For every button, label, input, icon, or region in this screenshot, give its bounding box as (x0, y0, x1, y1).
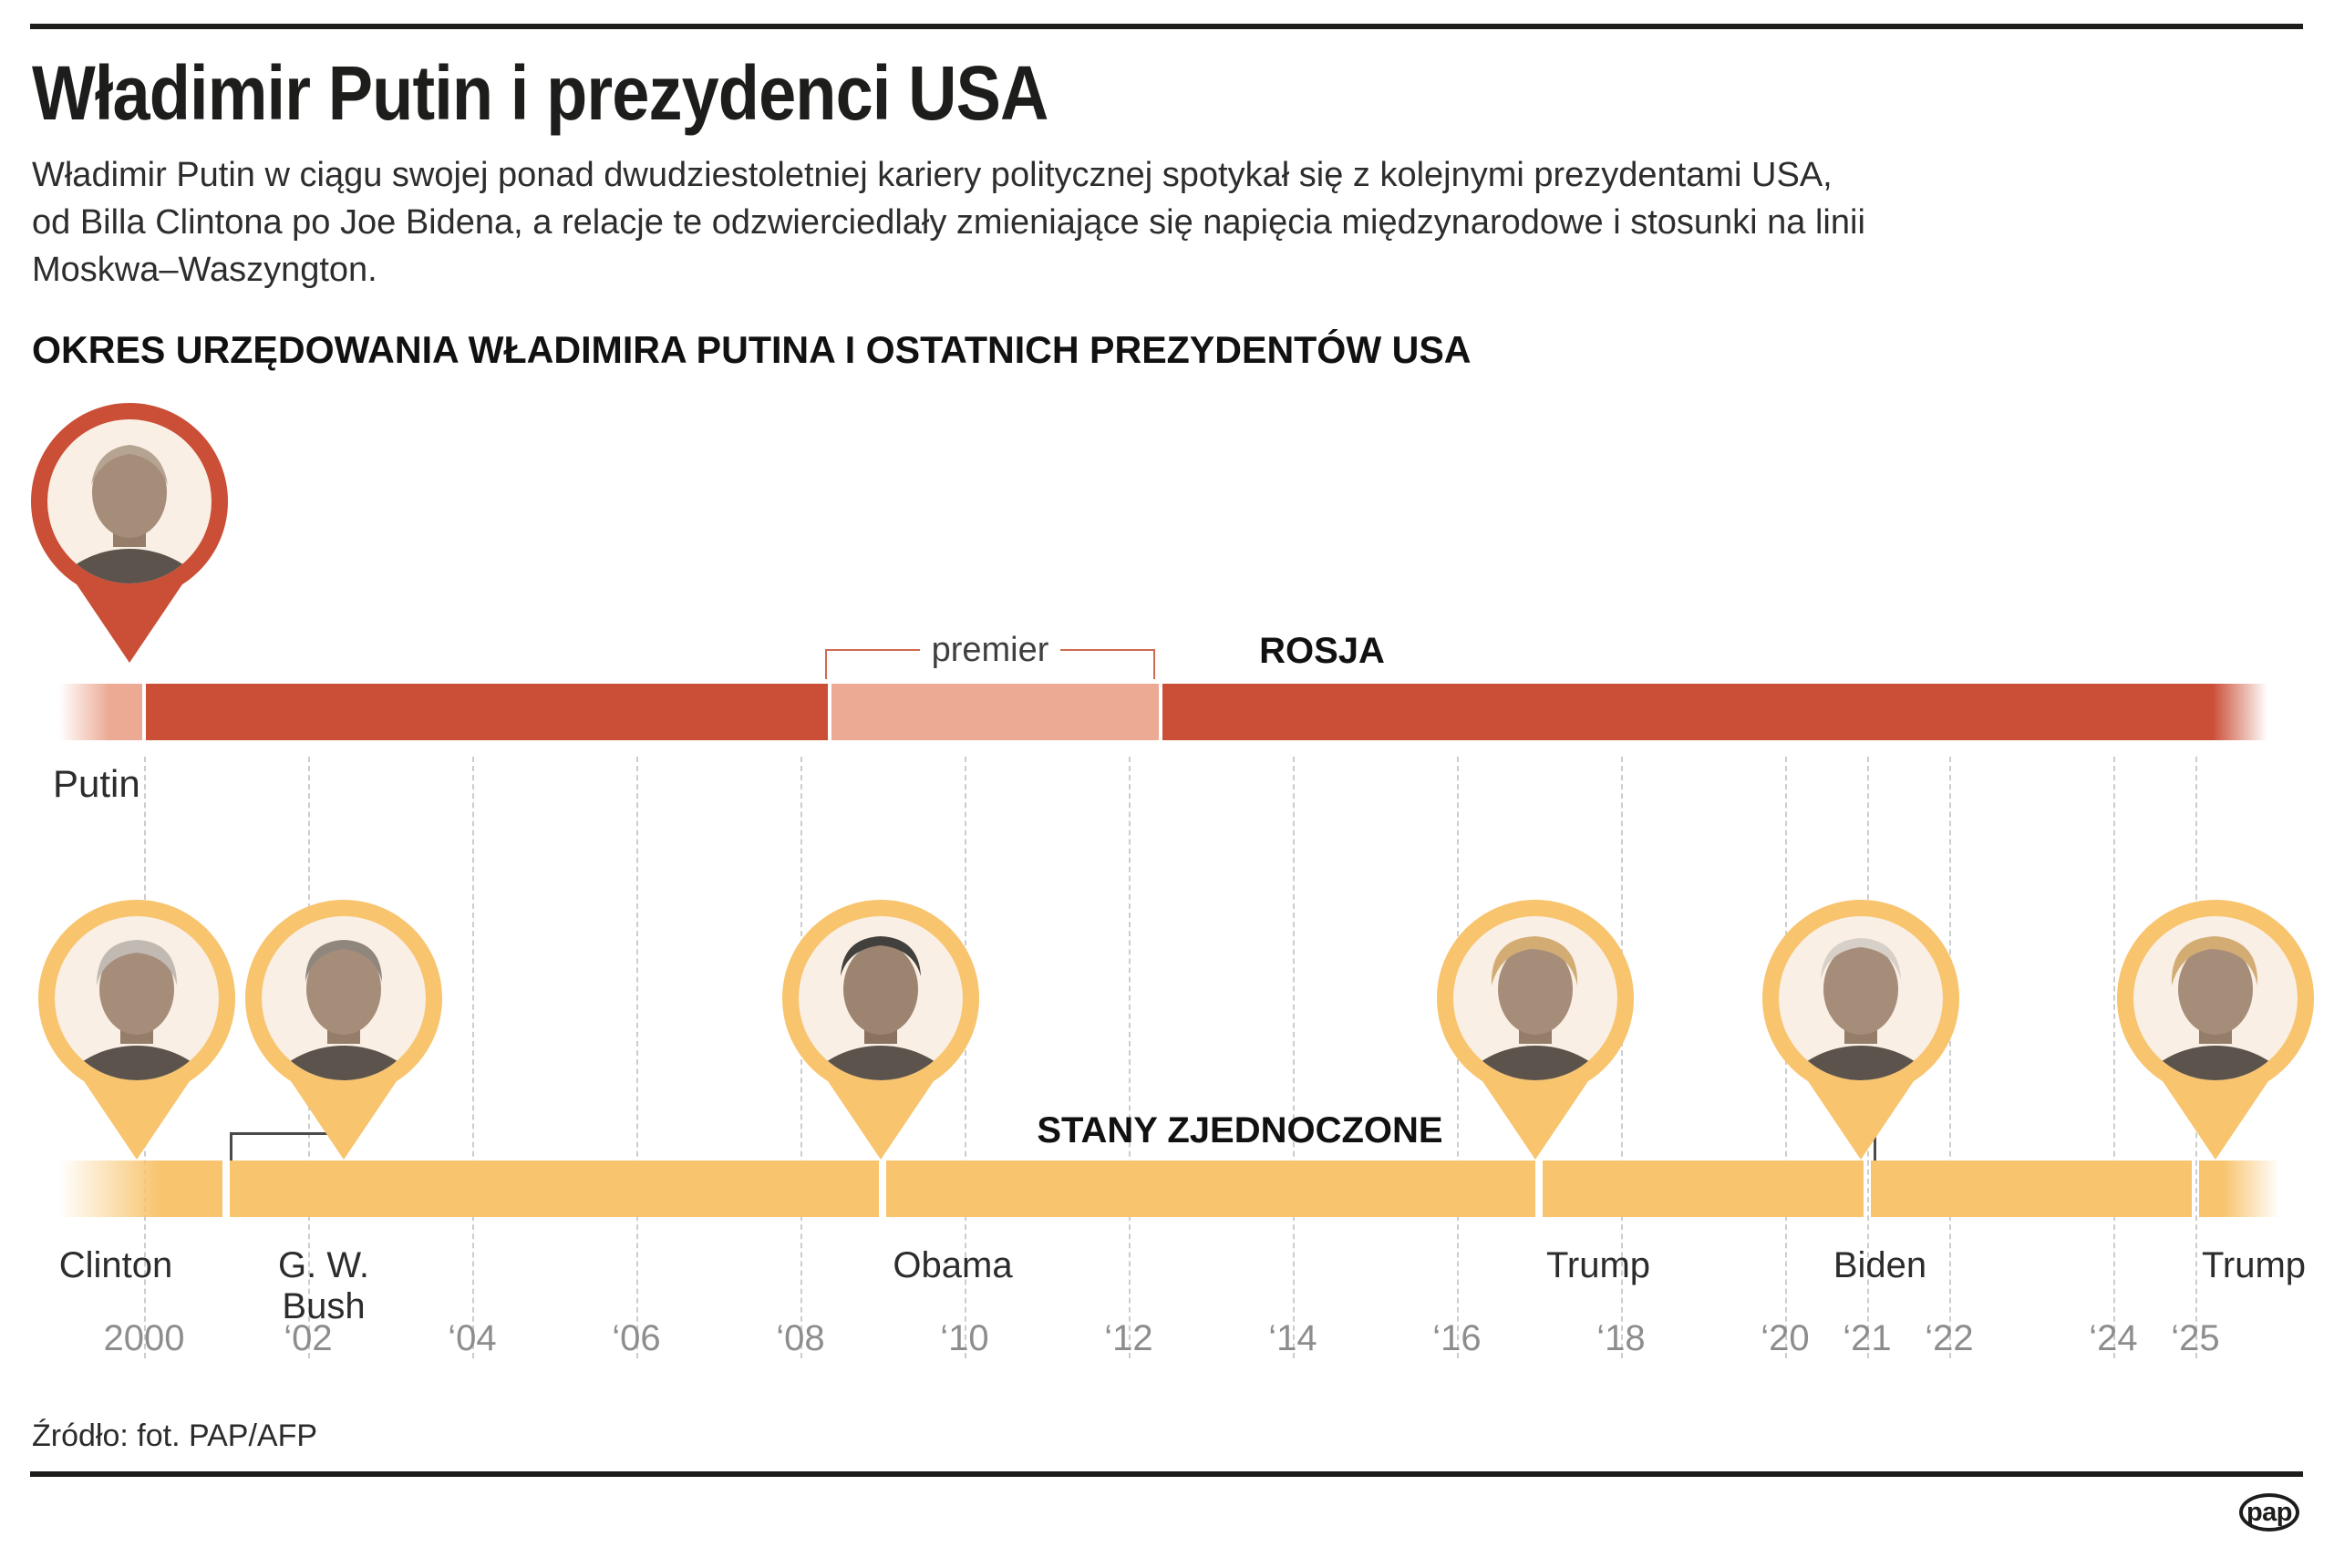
year-label-2025: ‘25 (2171, 1318, 2220, 1358)
name-label-biden: Biden (1833, 1245, 1927, 1285)
usa-segment-trump-1 (1543, 1161, 1864, 1217)
gridline-2004 (472, 757, 474, 1358)
usa-segment-obama (886, 1161, 1535, 1217)
year-label-2014: ‘14 (1268, 1318, 1317, 1358)
premier-bracket-right-line (1060, 649, 1155, 651)
year-label-2016: ‘16 (1432, 1318, 1482, 1358)
year-label-2012: ‘12 (1104, 1318, 1153, 1358)
gridline-2010 (965, 757, 966, 1358)
year-label-2024: ‘24 (2089, 1318, 2138, 1358)
premier-bracket-left-line (825, 649, 920, 651)
russia-segment-president-2000-2008 (146, 684, 828, 740)
intro-line-3: Moskwa–Waszyngton. (32, 251, 377, 289)
trump-pin-marker-1 (1437, 900, 1634, 1160)
name-label-bush: G. W. Bush (278, 1245, 369, 1326)
intro-paragraph: Władimir Putin w ciągu swojej ponad dwud… (32, 151, 1865, 294)
obama-pin-marker (782, 900, 979, 1160)
russia-segment-premier-1999 (59, 684, 142, 740)
trump-portrait-2 (2133, 936, 2298, 1080)
intro-line-1: Władimir Putin w ciągu swojej ponad dwud… (32, 156, 1833, 194)
biden-pin-marker (1762, 900, 1959, 1160)
name-label-trump-1: Trump (1545, 1245, 1651, 1285)
biden-connector-vertical (1874, 1135, 1876, 1161)
putin-label: Putin (53, 762, 140, 805)
gridline-2024 (2113, 757, 2115, 1358)
russia-segment-premier-2008-2012 (831, 684, 1159, 740)
clinton-portrait (55, 940, 219, 1080)
usa-segment-bush (230, 1161, 879, 1217)
bush-pin-marker (245, 900, 442, 1160)
clinton-pin-marker (38, 900, 235, 1160)
gridline-2014 (1293, 757, 1295, 1358)
year-label-2006: ‘06 (612, 1318, 661, 1358)
usa-segment-biden (1871, 1161, 2192, 1217)
year-label-2022: ‘22 (1925, 1318, 1974, 1358)
obama-portrait (799, 936, 963, 1080)
trump-pin-marker-2 (2117, 900, 2314, 1160)
putin-pin-marker (31, 403, 228, 663)
gridline-2006 (636, 757, 638, 1358)
biden-portrait (1779, 938, 1943, 1080)
year-label-2004: ‘04 (448, 1318, 497, 1358)
premier-bracket-left-tick (825, 649, 827, 679)
year-label-2008: ‘08 (776, 1318, 825, 1358)
intro-line-2: od Billa Clintona po Joe Bidena, a relac… (32, 203, 1865, 242)
gridline-2008 (800, 757, 802, 1358)
page-title: Władimir Putin i prezydenci USA (32, 50, 1048, 136)
gridline-2018 (1621, 757, 1623, 1358)
year-label-2020: ‘20 (1761, 1318, 1810, 1358)
bush-connector-vertical (230, 1132, 232, 1161)
pap-logo: pap (2239, 1493, 2299, 1532)
name-label-clinton: Clinton (58, 1245, 173, 1285)
top-rule (30, 24, 2303, 29)
trump-portrait-1 (1453, 936, 1617, 1080)
name-label-obama: Obama (893, 1245, 1013, 1285)
usa-bar-title: STANY ZJEDNOCZONE (1037, 1110, 1443, 1150)
bush-portrait (262, 940, 426, 1080)
year-label-2002: ‘02 (284, 1318, 333, 1358)
russia-segment-president-2012-now (1162, 684, 2267, 740)
year-label-2018: ‘18 (1596, 1318, 1646, 1358)
year-label-2021: ‘21 (1843, 1318, 1892, 1358)
source-credit: Źródło: fot. PAP/AFP (32, 1418, 318, 1453)
premier-bracket-right-tick (1153, 649, 1155, 679)
bottom-rule (30, 1471, 2303, 1477)
bush-connector-horizontal (230, 1132, 345, 1135)
usa-segment-trump-2 (2199, 1161, 2279, 1217)
gridline-2022 (1949, 757, 1951, 1358)
premier-note-label: premier (931, 631, 1049, 669)
name-label-trump-2: Trump (2201, 1245, 2307, 1285)
chart-title: OKRES URZĘDOWANIA WŁADIMIRA PUTINA I OST… (32, 328, 1472, 371)
russia-bar-title: ROSJA (1259, 631, 1385, 671)
year-label-2000: 2000 (103, 1318, 185, 1358)
gridline-2012 (1129, 757, 1131, 1358)
putin-portrait (47, 445, 212, 583)
usa-segment-clinton (59, 1161, 222, 1217)
pap-logo-text: pap (2246, 1497, 2293, 1527)
year-label-2010: ‘10 (940, 1318, 989, 1358)
